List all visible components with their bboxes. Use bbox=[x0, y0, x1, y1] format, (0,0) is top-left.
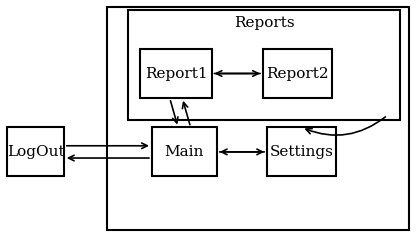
Text: Settings: Settings bbox=[270, 145, 334, 159]
Bar bbox=[8, 127, 64, 176]
Text: Main: Main bbox=[165, 145, 204, 159]
Text: Report1: Report1 bbox=[145, 66, 207, 81]
Text: Reports: Reports bbox=[234, 16, 294, 30]
Bar bbox=[107, 7, 409, 230]
Bar bbox=[267, 127, 336, 176]
Bar bbox=[128, 10, 400, 120]
Bar bbox=[140, 49, 212, 98]
Text: LogOut: LogOut bbox=[7, 145, 65, 159]
Bar bbox=[263, 49, 332, 98]
Text: Logged In: Logged In bbox=[219, 13, 297, 27]
Bar bbox=[152, 127, 217, 176]
Text: Report2: Report2 bbox=[266, 66, 329, 81]
